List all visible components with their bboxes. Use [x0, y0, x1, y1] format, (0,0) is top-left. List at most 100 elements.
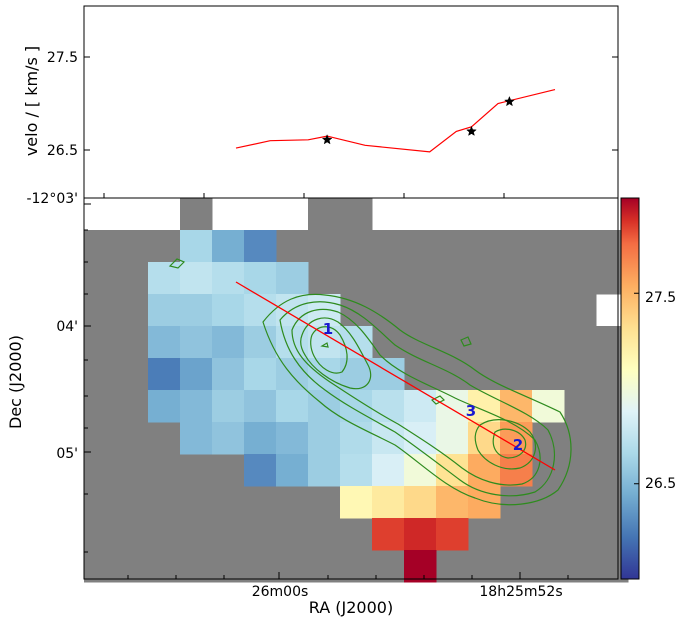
velocity-cell [180, 230, 213, 263]
masked-cell [308, 230, 341, 263]
masked-cell [148, 550, 181, 583]
masked-cell [84, 294, 117, 327]
masked-cell [212, 486, 245, 519]
ra-tick-label: 26m00s [252, 584, 309, 600]
masked-cell [148, 422, 181, 455]
masked-cell [404, 358, 437, 391]
velocity-cell [244, 230, 277, 263]
ytick-label: 27.5 [47, 50, 78, 66]
dec-tick-label: 05' [56, 446, 78, 462]
velocity-cell [404, 518, 437, 551]
velocity-star-marker [504, 95, 515, 107]
masked-cell [308, 486, 341, 519]
masked-cell [404, 230, 437, 263]
masked-cell [180, 550, 213, 583]
velocity-cell [244, 358, 277, 391]
masked-cell [84, 262, 117, 295]
masked-cell [468, 550, 501, 583]
source-label-2: 2 [513, 436, 523, 454]
masked-cell [564, 454, 597, 487]
velocity-cell [372, 518, 405, 551]
map-xlabel: RA (J2000) [309, 598, 393, 617]
masked-cell [340, 198, 373, 231]
velocity-cell [340, 454, 373, 487]
dec-tick-label: -12°03' [26, 191, 78, 207]
masked-cell [84, 486, 117, 519]
contour-level-3 [291, 308, 541, 486]
masked-cell [116, 422, 149, 455]
masked-cell [500, 230, 533, 263]
velocity-cell [276, 454, 309, 487]
velocity-ylabel: velo / [ km/s ] [22, 46, 41, 156]
velocity-cell [308, 454, 341, 487]
masked-cell [340, 230, 373, 263]
masked-cell [500, 518, 533, 551]
masked-cell [500, 550, 533, 583]
masked-cell [180, 518, 213, 551]
masked-cell [564, 358, 597, 391]
velocity-cell [276, 358, 309, 391]
velocity-cell [372, 422, 405, 455]
masked-cell [532, 358, 565, 391]
masked-cell [276, 230, 309, 263]
masked-cell [468, 262, 501, 295]
masked-cell [532, 422, 565, 455]
colorbar-tick-label: 27.5 [645, 290, 676, 306]
masked-cell [564, 262, 597, 295]
velocity-cell [148, 294, 181, 327]
masked-cell [84, 326, 117, 359]
masked-cell [500, 294, 533, 327]
velocity-cell [436, 422, 469, 455]
masked-cell [308, 198, 341, 231]
masked-cell [148, 518, 181, 551]
velocity-cell [244, 422, 277, 455]
masked-cell [564, 326, 597, 359]
masked-cell [468, 326, 501, 359]
masked-cell [116, 518, 149, 551]
masked-cell [148, 454, 181, 487]
masked-cell [436, 230, 469, 263]
colorbar: 27.5 26.5 [620, 197, 676, 580]
masked-cell [212, 518, 245, 551]
velocity-cell [148, 390, 181, 423]
masked-cell [116, 486, 149, 519]
velocity-cell [404, 486, 437, 519]
velocity-cell [212, 326, 245, 359]
velocity-cell [276, 422, 309, 455]
contours [168, 258, 572, 506]
map-panel-frame [83, 197, 619, 580]
masked-cell [564, 230, 597, 263]
contour-level-6 [474, 419, 537, 470]
masked-cell [532, 262, 565, 295]
velocity-cell [340, 422, 373, 455]
contour-blob-center [320, 342, 329, 348]
map-ylabel: Dec (J2000) [6, 335, 25, 429]
masked-cell [84, 550, 117, 583]
velocity-cell [468, 486, 501, 519]
velocity-cell [372, 486, 405, 519]
ytick-label: 26.5 [47, 143, 78, 159]
masked-cell [84, 518, 117, 551]
masked-cell [276, 550, 309, 583]
masked-cell [532, 550, 565, 583]
velocity-cell [180, 262, 213, 295]
contour-blob-west [168, 258, 186, 269]
masked-cell [468, 294, 501, 327]
velocity-cell [500, 422, 533, 455]
velocity-cell [500, 390, 533, 423]
masked-cell [564, 422, 597, 455]
velocity-cell [436, 486, 469, 519]
contour-level-4 [300, 317, 372, 390]
velocity-cell [212, 422, 245, 455]
velocity-cell [404, 454, 437, 487]
masked-cell [564, 518, 597, 551]
masked-cell [436, 550, 469, 583]
velocity-cell [244, 390, 277, 423]
velocity-cell [180, 294, 213, 327]
velocity-cell [436, 390, 469, 423]
masked-cell [436, 326, 469, 359]
masked-cell [116, 326, 149, 359]
velocity-panel: 27.5 26.5 velo / [ km/s ] [22, 5, 619, 199]
velocity-cell [212, 390, 245, 423]
